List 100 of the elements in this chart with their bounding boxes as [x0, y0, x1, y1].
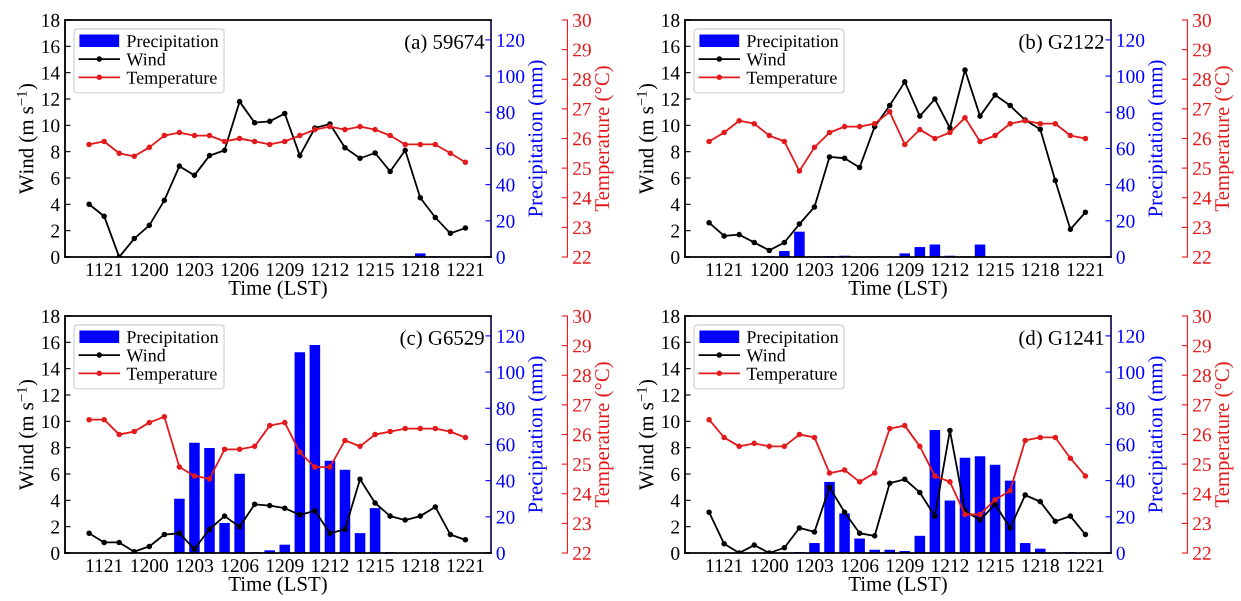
x-tick-label: 1200	[751, 559, 788, 573]
y3-tick-label: 22	[573, 250, 591, 264]
y3-tick-label: 22	[1193, 546, 1211, 560]
y-axis-title: Wind (m s$^{−1}$)	[16, 379, 38, 491]
x-tick-label: 1212	[312, 559, 349, 573]
x-tick-label: 1221	[1067, 263, 1104, 277]
y2-tick-label: 120	[1117, 329, 1145, 343]
y-tick-label: 0	[671, 546, 680, 560]
y-axis-title: Wind (m s$^{−1}$)	[636, 379, 658, 491]
x-tick-label: 1212	[312, 263, 349, 277]
y-axis-title: Wind (m s$^{−1}$)	[16, 83, 38, 195]
legend-label: Wind	[746, 52, 786, 66]
y2-tick-label: 60	[496, 438, 515, 452]
y-tick-label: 12	[42, 388, 60, 402]
y-tick-label: 8	[671, 441, 680, 455]
y3-tick-label: 28	[1193, 369, 1211, 383]
x-tick-label: 1206	[841, 263, 879, 277]
x-axis-title: Time (LST)	[848, 280, 947, 300]
y2-tick-label: 40	[496, 474, 515, 488]
y-tick-label: 10	[662, 119, 680, 133]
y2-tick-label: 120	[497, 33, 525, 47]
y2-axis-title: Precipitation (mm)	[1147, 60, 1167, 217]
y-tick-label: 6	[671, 171, 680, 185]
x-tick-label: 1218	[402, 263, 439, 277]
x-tick-label: 1121	[86, 559, 123, 573]
y3-tick-label: 30	[1193, 13, 1211, 27]
y3-tick-label: 25	[1193, 458, 1211, 472]
y-tick-label: 14	[662, 66, 680, 80]
legend-label: Temperature	[126, 367, 217, 384]
y-tick-label: 6	[671, 467, 680, 481]
y-tick-label: 14	[42, 362, 60, 376]
y3-tick-label: 28	[573, 369, 591, 383]
legend-label: Precipitation	[126, 35, 219, 51]
y-tick-label: 6	[51, 467, 60, 481]
y-axis-title: Wind (m s$^{−1}$)	[636, 83, 658, 195]
x-tick-label: 1215	[357, 263, 394, 277]
y2-axis-title: Precipitation (mm)	[527, 356, 547, 513]
y2-tick-label: 80	[1116, 402, 1135, 416]
annotation: (c) G6529	[400, 330, 484, 350]
y3-tick-label: 28	[573, 73, 591, 87]
x-axis-title: Time (LST)	[848, 576, 947, 596]
y-tick-label: 18	[42, 13, 60, 27]
y3-axis-title: Temperature (°C)	[1214, 362, 1234, 508]
x-tick-label: 1121	[86, 263, 123, 277]
legend-label: Wind	[126, 52, 166, 66]
x-tick-label: 1218	[1022, 263, 1059, 277]
y2-tick-label: 60	[1116, 142, 1135, 156]
y3-tick-label: 28	[1193, 73, 1211, 87]
y3-tick-label: 23	[573, 221, 591, 235]
x-tick-label: 1200	[131, 559, 168, 573]
y-tick-label: 10	[42, 119, 60, 133]
y-tick-label: 12	[662, 92, 680, 106]
x-tick-label: 1200	[751, 263, 788, 277]
x-tick-label: 1215	[977, 559, 1014, 573]
y-tick-label: 8	[51, 441, 60, 455]
x-tick-label: 1212	[932, 263, 969, 277]
y3-tick-label: 27	[573, 102, 592, 116]
y3-tick-label: 23	[1193, 221, 1211, 235]
x-tick-label: 1121	[706, 263, 743, 277]
y-tick-label: 4	[670, 494, 680, 508]
x-tick-label: 1206	[841, 559, 879, 573]
y-tick-label: 16	[42, 40, 60, 54]
y-tick-label: 10	[42, 415, 60, 429]
x-tick-label: 1212	[932, 559, 969, 573]
y-tick-label: 18	[662, 309, 680, 323]
legend-label: Wind	[746, 348, 786, 362]
x-tick-label: 1221	[1067, 559, 1104, 573]
y3-tick-label: 25	[573, 458, 591, 472]
y2-axis-title: Precipitation (mm)	[527, 60, 547, 217]
y3-axis-title: Temperature (°C)	[1214, 66, 1234, 212]
legend-label: Temperature	[746, 71, 837, 88]
y-tick-label: 0	[671, 250, 680, 264]
x-tick-label: 1209	[267, 559, 304, 573]
y-tick-label: 18	[42, 309, 60, 323]
x-tick-label: 1221	[447, 263, 484, 277]
legend-label: Precipitation	[126, 331, 219, 347]
x-tick-label: 1218	[1022, 559, 1059, 573]
y3-tick-label: 30	[573, 13, 591, 27]
y3-tick-label: 29	[573, 43, 591, 57]
y-tick-label: 4	[50, 494, 60, 508]
y3-tick-label: 24	[573, 191, 592, 205]
x-tick-label: 1218	[402, 559, 439, 573]
annotation: (d) G1241	[1019, 330, 1104, 350]
x-tick-label: 1209	[887, 559, 924, 573]
x-axis-title: Time (LST)	[228, 280, 327, 300]
y2-tick-label: 0	[1116, 546, 1125, 560]
y2-tick-label: 40	[496, 178, 515, 192]
y3-tick-label: 25	[573, 162, 591, 176]
y2-tick-label: 20	[496, 214, 515, 228]
y2-tick-label: 20	[1116, 214, 1135, 228]
y3-tick-label: 26	[1193, 428, 1212, 442]
legend-label: Temperature	[746, 367, 837, 384]
legend-label: Wind	[126, 348, 166, 362]
x-tick-label: 1215	[977, 263, 1014, 277]
y3-tick-label: 26	[573, 132, 592, 146]
y2-tick-label: 100	[497, 365, 525, 380]
x-tick-label: 1206	[221, 559, 259, 573]
y3-tick-label: 26	[573, 428, 592, 442]
x-tick-label: 1203	[796, 263, 834, 277]
y2-tick-label: 120	[497, 329, 525, 343]
